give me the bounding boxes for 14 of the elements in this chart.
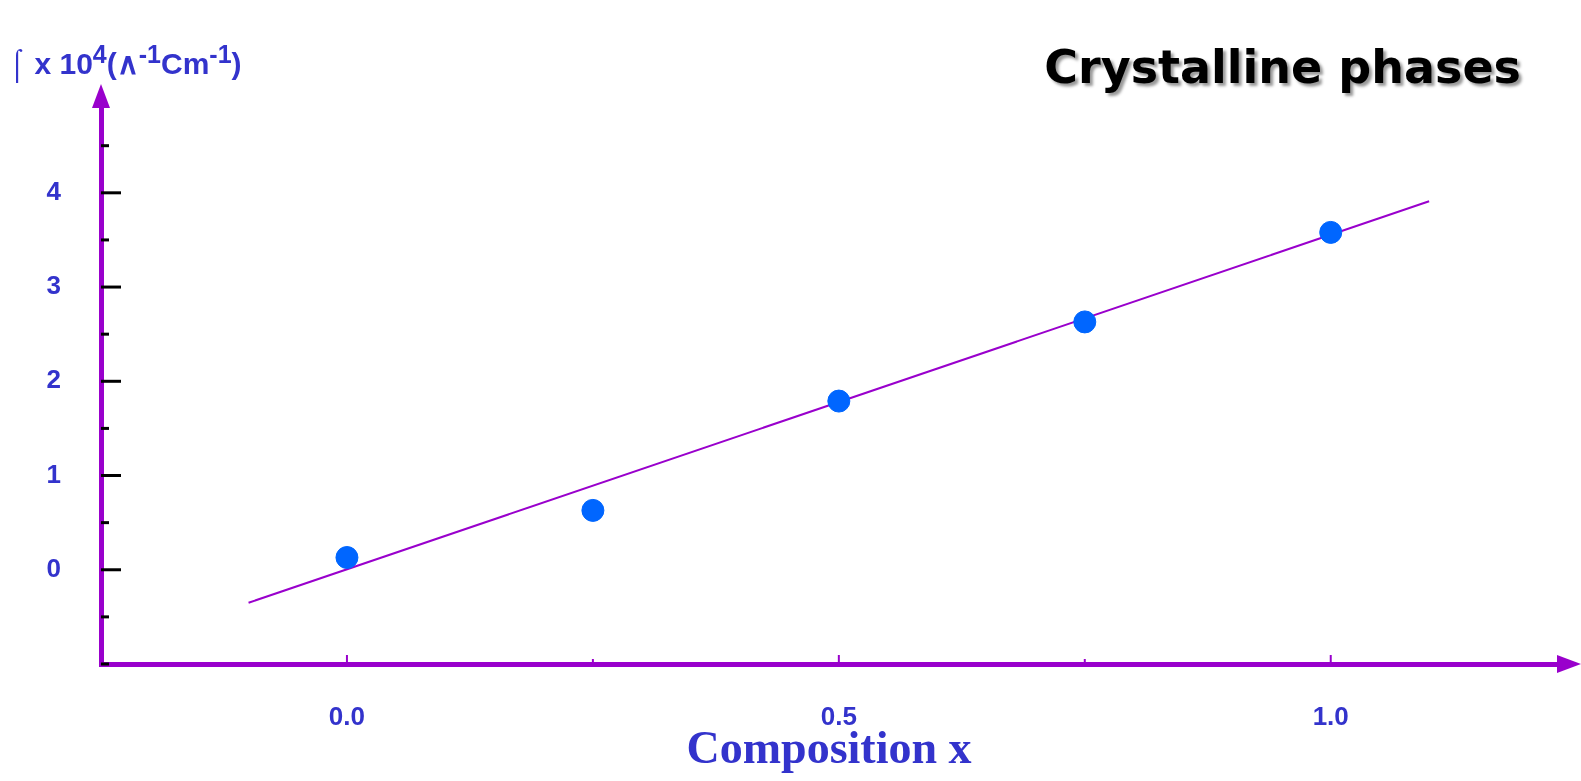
y-axis-title: ⌠ x 10$^{4}$(∧$^{-1}$Cm$^{-1}$) xyxy=(8,40,242,81)
y-tick-label: 4 xyxy=(46,175,62,206)
chart-title: Crystalline phases xyxy=(1044,40,1521,94)
x-tick-label: 0.0 xyxy=(328,700,366,731)
point xyxy=(581,498,605,522)
point xyxy=(335,546,359,570)
y-tick-label: 3 xyxy=(46,270,61,301)
y-tick-label: 0 xyxy=(46,552,61,583)
point xyxy=(1073,310,1097,334)
x-tick-label: 1.0 xyxy=(1312,700,1349,731)
point xyxy=(827,389,851,413)
y-tick-label: 2 xyxy=(46,364,61,395)
point xyxy=(1319,220,1343,244)
y-tick-label: 1 xyxy=(46,458,61,489)
